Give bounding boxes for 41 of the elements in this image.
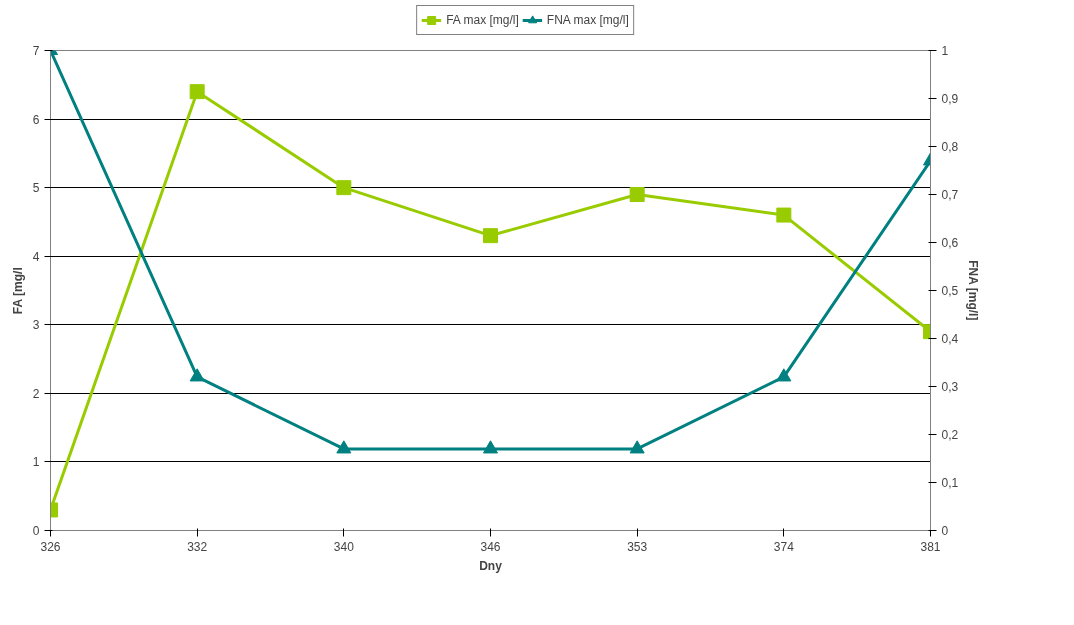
point bbox=[189, 368, 205, 382]
x-axis-title: Dny bbox=[479, 558, 503, 573]
y2-tick-label: 0,1 bbox=[941, 476, 959, 490]
point bbox=[336, 440, 352, 454]
legend-label: FA max [mg/l] bbox=[446, 13, 519, 27]
point bbox=[776, 207, 792, 223]
y-tick-label: 7 bbox=[32, 44, 40, 58]
x-tick-label: 340 bbox=[333, 539, 355, 554]
y2-tick-label: 0,2 bbox=[941, 428, 959, 442]
point bbox=[189, 84, 205, 100]
y-axis-title: FA [mg/l bbox=[10, 267, 25, 315]
y2-tick-label: 0,3 bbox=[941, 380, 959, 394]
x-tick-label: 326 bbox=[40, 539, 61, 554]
point bbox=[776, 368, 792, 382]
y2-tick-label: 0 bbox=[941, 524, 949, 538]
x-tick-label: 374 bbox=[773, 539, 795, 554]
legend-label: FNA max [mg/l] bbox=[546, 13, 629, 27]
point bbox=[336, 180, 352, 196]
y2-axis-title: FNA [mg/l] bbox=[966, 260, 981, 321]
x-tick-label: 381 bbox=[920, 539, 941, 554]
x-tick-label: 353 bbox=[627, 539, 648, 554]
point bbox=[483, 228, 498, 244]
y-tick-label: 4 bbox=[32, 249, 40, 264]
y2-tick-label: 0,9 bbox=[941, 92, 959, 106]
y2-tick-label: 1 bbox=[941, 44, 949, 58]
y2-tick-label: 0,4 bbox=[941, 332, 959, 346]
x-tick-label: 332 bbox=[187, 539, 208, 554]
point bbox=[629, 440, 645, 454]
y-tick-label: 0 bbox=[32, 524, 40, 538]
y-tick-label: 2 bbox=[32, 386, 40, 401]
y2-tick-label: 0,6 bbox=[941, 236, 959, 250]
y2-tick-label: 0,7 bbox=[941, 188, 959, 202]
point bbox=[629, 187, 645, 202]
x-tick-label: 346 bbox=[480, 539, 501, 554]
y-tick-label: 5 bbox=[32, 181, 40, 196]
point bbox=[483, 440, 498, 454]
y2-tick-label: 0,5 bbox=[941, 284, 959, 298]
y-tick-label: 3 bbox=[32, 318, 40, 333]
y2-tick-label: 0,8 bbox=[941, 140, 959, 154]
y-tick-label: 1 bbox=[32, 455, 40, 470]
y-tick-label: 6 bbox=[32, 112, 40, 127]
